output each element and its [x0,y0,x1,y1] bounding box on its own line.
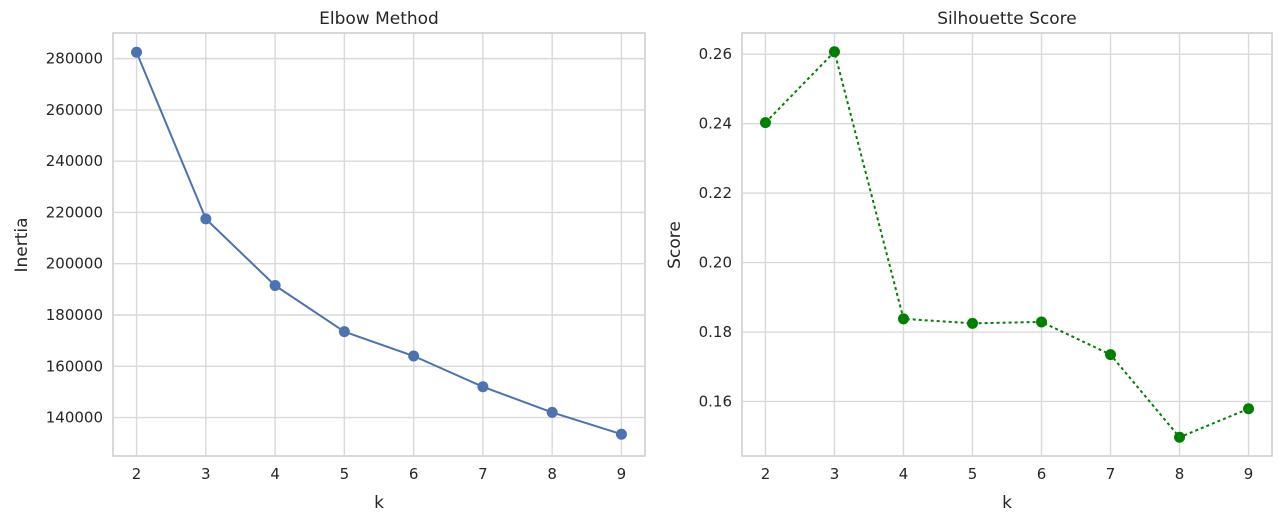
elbow-x-tick-label: 4 [270,465,280,483]
silhouette-x-tick-label: 8 [1175,465,1185,483]
silhouette-plot-area [741,32,1273,457]
silhouette-title: Silhouette Score [937,9,1076,29]
elbow-y-ticks: 140000 160000 180000 200000 220000 240000 2600… [46,50,103,427]
silhouette-x-axis-label: k [1002,493,1012,513]
silhouette-x-tick-label: 2 [761,465,771,483]
silhouette-data-point [759,117,771,129]
elbow-x-tick-label: 7 [478,465,488,483]
elbow-y-tick-label: 180000 [46,306,103,324]
elbow-x-tick-label: 9 [617,465,627,483]
silhouette-gridlines [742,33,1272,456]
elbow-plot-area [112,32,646,457]
elbow-y-tick-label: 220000 [46,203,103,221]
elbow-x-axis-label: k [374,493,384,513]
silhouette-series [759,46,1255,443]
silhouette-y-tick-label: 0.18 [699,323,732,341]
silhouette-y-tick-label: 0.24 [699,115,732,133]
elbow-data-point [269,280,281,292]
elbow-chart: 2 3 4 5 6 7 8 9 140000 160000 180000 200000 220000 2… [12,9,646,513]
elbow-data-point [477,381,489,393]
elbow-series [131,46,627,440]
silhouette-data-point [1036,316,1048,328]
elbow-x-tick-label: 6 [409,465,419,483]
silhouette-x-tick-label: 3 [830,465,840,483]
silhouette-y-tick-label: 0.26 [699,45,732,63]
elbow-data-point [408,350,420,362]
silhouette-data-point [828,46,840,58]
silhouette-data-point [1174,431,1186,443]
silhouette-x-tick-label: 4 [899,465,909,483]
elbow-y-tick-label: 260000 [46,101,103,119]
silhouette-data-point [966,317,978,329]
elbow-y-axis-label: Inertia [12,217,32,272]
silhouette-x-tick-label: 9 [1244,465,1254,483]
elbow-data-point [615,428,627,440]
elbow-x-ticks: 2 3 4 5 6 7 8 9 [132,465,626,483]
silhouette-chart: 2 3 4 5 6 7 8 9 0.16 0.18 0.20 0.22 0.24 0.26 Silhou… [665,9,1273,513]
elbow-y-tick-label: 140000 [46,409,103,427]
silhouette-x-tick-label: 7 [1106,465,1116,483]
elbow-y-tick-label: 160000 [46,357,103,375]
silhouette-y-axis-label: Score [665,221,685,269]
elbow-x-tick-label: 3 [201,465,211,483]
silhouette-x-ticks: 2 3 4 5 6 7 8 9 [761,465,1254,483]
silhouette-y-tick-label: 0.16 [699,392,732,410]
elbow-x-tick-label: 2 [132,465,142,483]
elbow-y-tick-label: 200000 [46,255,103,273]
elbow-data-point [338,326,350,338]
elbow-data-point [546,406,558,418]
elbow-y-tick-label: 280000 [46,50,103,68]
silhouette-series-line [764,50,1249,439]
silhouette-y-tick-label: 0.22 [699,184,732,202]
elbow-x-tick-label: 8 [547,465,557,483]
elbow-data-point [200,213,212,225]
silhouette-data-point [1243,403,1255,415]
elbow-title: Elbow Method [319,9,439,29]
silhouette-x-tick-label: 5 [968,465,978,483]
silhouette-data-point [897,313,909,325]
elbow-gridlines [113,33,645,456]
elbow-y-tick-label: 240000 [46,152,103,170]
elbow-data-point [131,46,143,58]
silhouette-y-tick-label: 0.20 [699,254,732,272]
elbow-series-line [135,51,622,436]
silhouette-x-tick-label: 6 [1037,465,1047,483]
silhouette-data-point [1105,349,1117,361]
elbow-x-tick-label: 5 [340,465,350,483]
silhouette-y-ticks: 0.16 0.18 0.20 0.22 0.24 0.26 [699,45,732,410]
